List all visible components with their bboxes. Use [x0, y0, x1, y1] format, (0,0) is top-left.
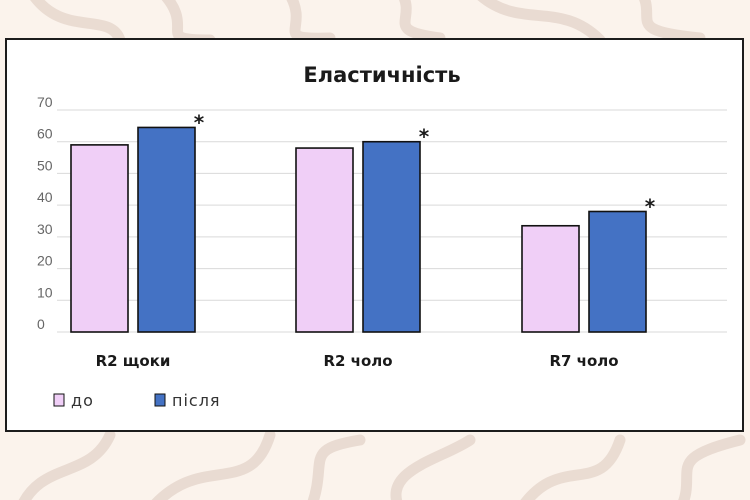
bar-after [362, 140, 421, 333]
bar-after [588, 210, 647, 333]
category-label: R7 чоло [549, 352, 618, 370]
y-tick-label: 10 [37, 284, 53, 300]
significance-marker: * [419, 125, 430, 149]
y-tick-label: 40 [37, 189, 53, 205]
y-tick-label: 50 [37, 157, 53, 173]
bar-before [521, 224, 580, 333]
bar-after [137, 126, 196, 333]
chart-title: Еластичність [303, 63, 460, 87]
y-tick-label: 0 [37, 316, 45, 332]
significance-marker: * [194, 110, 205, 134]
legend-swatch [53, 393, 65, 407]
y-tick-label: 20 [37, 253, 53, 269]
significance-marker: * [645, 194, 656, 218]
y-axis-ticks: 0 10 20 30 40 50 60 70 [37, 94, 53, 332]
bars: * * * [70, 110, 656, 333]
legend-swatch [154, 393, 166, 407]
bar-before [295, 147, 354, 333]
category-label: R2 щоки [96, 352, 171, 370]
bar-before [70, 144, 129, 333]
y-tick-label: 30 [37, 221, 53, 237]
legend: до після [53, 391, 221, 410]
category-label: R2 чоло [323, 352, 392, 370]
y-tick-label: 60 [37, 126, 53, 142]
bar-chart: Еластичність 0 10 20 30 40 50 60 70 * * * R2 щоки… [37, 63, 727, 410]
legend-label: до [71, 391, 94, 410]
y-tick-label: 70 [37, 94, 53, 110]
x-axis-categories: R2 щоки R2 чоло R7 чоло [96, 352, 619, 370]
chart-panel: Еластичність 0 10 20 30 40 50 60 70 * * * R2 щоки… [5, 38, 744, 432]
legend-label: після [172, 391, 221, 410]
